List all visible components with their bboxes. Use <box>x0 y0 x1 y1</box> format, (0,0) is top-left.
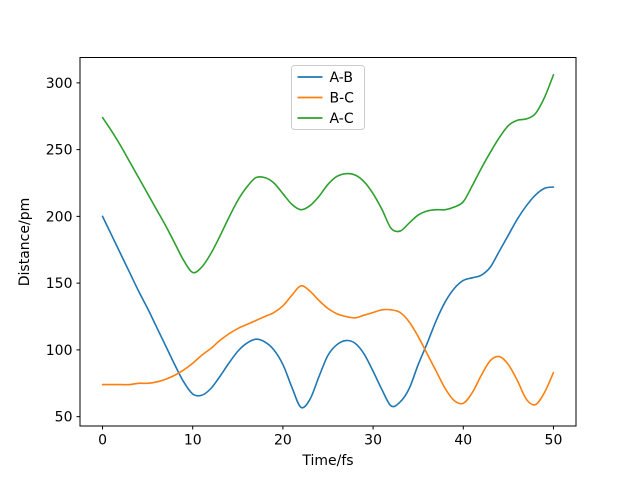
ticks-layer: 0 10 20 30 40 50 50 100 150 200 250 300 <box>46 76 563 449</box>
y-tick-label: 300 <box>46 76 73 92</box>
y-tick-label: 100 <box>46 343 73 359</box>
x-tick-label: 30 <box>364 433 382 449</box>
legend-label-ac: A-C <box>330 111 354 127</box>
series-layer <box>101 74 555 409</box>
series-line-a-b <box>101 186 555 409</box>
legend-label-ab: A-B <box>330 70 353 86</box>
x-tick-label: 40 <box>454 433 472 449</box>
x-tick-label: 10 <box>184 433 202 449</box>
y-tick-label: 150 <box>46 276 73 292</box>
legend-label-bc: B-C <box>330 90 355 106</box>
x-tick-label: 20 <box>274 433 292 449</box>
x-axis-label: Time/fs <box>301 453 353 469</box>
y-axis-label: Distance/pm <box>17 198 33 286</box>
series-line-b-c <box>101 284 555 406</box>
legend-frame <box>291 65 365 130</box>
y-tick-label: 200 <box>46 209 73 225</box>
plot-frame <box>79 57 577 427</box>
y-tick-label: 50 <box>55 410 73 426</box>
y-tick-label: 250 <box>46 143 73 159</box>
x-tick-label: 50 <box>545 433 563 449</box>
legend: A-B B-C A-C <box>291 65 365 130</box>
series-line-a-c <box>101 74 555 274</box>
x-tick-label: 0 <box>98 433 107 449</box>
